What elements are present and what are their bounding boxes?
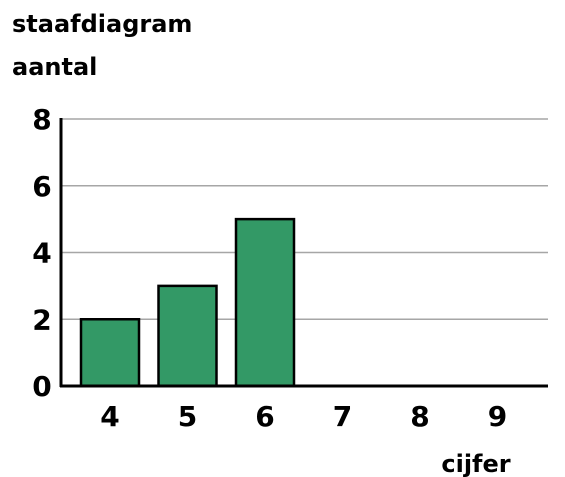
y-tick-labels: 0 2 4 6 8 [32, 103, 51, 403]
x-tick-labels: 4 5 6 7 8 9 [100, 400, 507, 433]
x-tick-label: 5 [178, 400, 197, 433]
y-axis-label: aantal [12, 53, 97, 81]
y-tick-label: 4 [32, 237, 51, 270]
x-tick-label: 9 [488, 400, 507, 433]
y-tick-label: 2 [32, 303, 51, 336]
y-tick-label: 6 [32, 170, 51, 203]
bar [79, 318, 141, 388]
x-tick-label: 6 [255, 400, 274, 433]
bars [79, 217, 296, 388]
bar [234, 217, 296, 388]
x-tick-label: 8 [410, 400, 429, 433]
x-axis-label: cijfer [441, 450, 510, 477]
gridlines [61, 118, 548, 320]
x-tick-label: 4 [100, 400, 119, 433]
y-tick-label: 8 [32, 103, 51, 136]
chart-title: staafdiagram [12, 10, 192, 38]
x-tick-label: 7 [333, 400, 352, 433]
axes [59, 118, 548, 388]
y-tick-label: 0 [32, 370, 51, 403]
bar [157, 284, 218, 388]
